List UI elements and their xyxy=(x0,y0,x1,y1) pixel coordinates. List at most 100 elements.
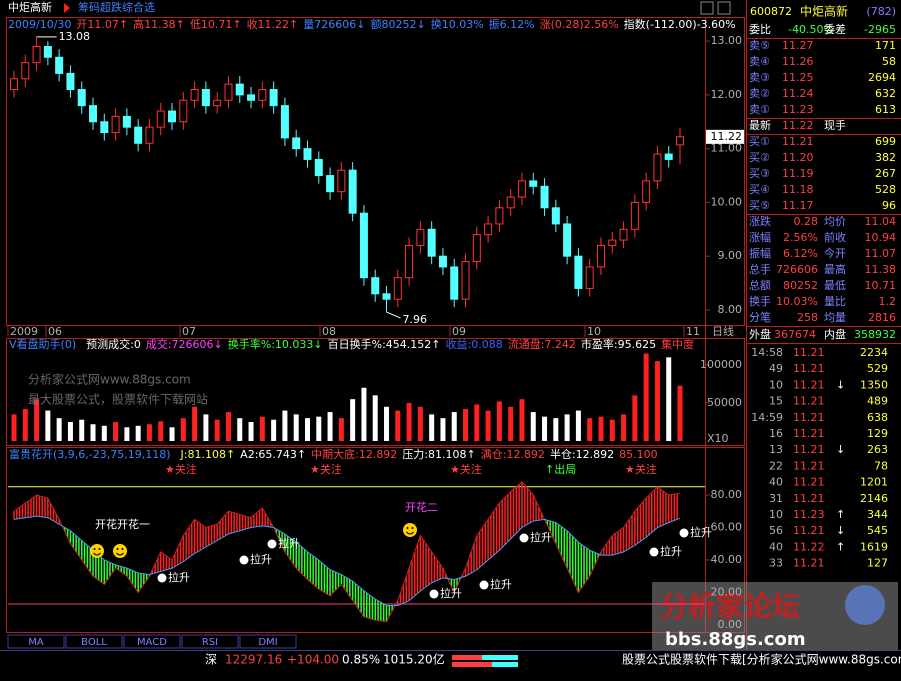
annotation: 拉升 xyxy=(690,525,712,539)
meter xyxy=(492,662,518,667)
quote-cell: 15 xyxy=(769,395,783,408)
watermark-text: 最大股票公式，股票软件下载网站 xyxy=(28,393,208,407)
arrow-icon xyxy=(64,3,70,13)
quote-cell: 涨幅 xyxy=(749,231,771,244)
smiley-eye xyxy=(116,548,119,550)
stat-text: J:81.108↑ xyxy=(180,448,236,461)
annotation: 拉升 xyxy=(168,570,190,584)
indicator-line xyxy=(13,481,681,623)
y-tick-label: 11.00 xyxy=(711,142,743,155)
tab-label: BOLL xyxy=(81,637,107,648)
smiley-eye xyxy=(406,527,409,529)
window-button[interactable] xyxy=(717,1,731,15)
quote-cell: 699 xyxy=(875,135,896,148)
stat-text: 收11.22↑ xyxy=(247,17,299,31)
volume-bar xyxy=(463,409,469,441)
quote-cell: 均量 xyxy=(824,311,846,324)
candle-body xyxy=(156,110,165,128)
dot xyxy=(679,528,689,538)
x-tick-label: 06 xyxy=(48,325,62,338)
tab[interactable] xyxy=(239,634,297,649)
tab[interactable] xyxy=(65,634,123,649)
quote-cell: 11.17 xyxy=(782,199,814,212)
candle-body xyxy=(348,169,357,214)
stat-text: 中期大底:12.892 xyxy=(311,447,397,461)
multiplier: X10 xyxy=(707,432,729,445)
candle-body xyxy=(642,180,651,203)
volume-bar xyxy=(34,399,40,441)
volume-bar xyxy=(101,425,107,441)
candle-body xyxy=(484,223,493,236)
quote-cell: 11.22 xyxy=(782,119,814,132)
candle-body xyxy=(540,185,549,209)
candle-body xyxy=(405,244,414,279)
stat-text: 满仓:12.892 xyxy=(481,447,545,461)
status-meter xyxy=(452,655,518,667)
candle-body xyxy=(517,180,526,198)
quote-cell: 11.23 xyxy=(782,103,814,116)
count: (782) xyxy=(866,5,896,18)
quote-cell: 382 xyxy=(875,151,896,164)
min-pointer xyxy=(386,311,401,319)
candle-body xyxy=(247,94,256,101)
volume-bar xyxy=(553,418,559,441)
watermark-title: 分析家论坛 xyxy=(660,590,800,623)
quote-cell: 委比 xyxy=(749,23,771,36)
volume-bar xyxy=(654,361,660,441)
quote-cell: 11.07 xyxy=(865,247,897,260)
quote-cell: 258 xyxy=(797,311,818,324)
smiley-eye xyxy=(93,548,96,550)
quote-cell: ↓ xyxy=(836,524,845,537)
quote-cell: 638 xyxy=(867,411,888,424)
y-tick-label: 9.00 xyxy=(718,249,743,262)
status-ad: 股票公式股票软件下载[分析家公式网www.88gs.com xyxy=(622,652,901,667)
quote-cell: ↓ xyxy=(836,443,845,456)
candle-body xyxy=(438,255,447,268)
tab[interactable] xyxy=(7,634,65,649)
y-tick-label: 40.00 xyxy=(711,553,743,566)
window-button[interactable] xyxy=(700,1,714,15)
candle-body xyxy=(551,207,560,225)
quote-cell: 11.38 xyxy=(865,263,897,276)
quote-cell: 买④ xyxy=(749,183,770,196)
quote-cell: 卖⑤ xyxy=(749,39,770,52)
smiley xyxy=(113,544,127,558)
quote-cell: 1.2 xyxy=(879,295,897,308)
quote-cell: 11.21 xyxy=(793,476,825,489)
volume-bar xyxy=(384,406,390,441)
stat-text: 百日换手%:454.152↑ xyxy=(328,337,441,351)
quote-cell: 358932 xyxy=(854,328,896,341)
quote-cell: 买⑤ xyxy=(749,199,770,212)
stat-text: 85.100 xyxy=(619,448,658,461)
quote-cell: 最高 xyxy=(824,262,846,276)
quote-cell: 11.21 xyxy=(793,362,825,375)
candle-body xyxy=(224,83,233,101)
tab[interactable] xyxy=(123,634,181,649)
dot xyxy=(239,555,249,565)
volume-bar xyxy=(338,418,344,441)
candle-body xyxy=(506,196,515,209)
quote-cell: 1350 xyxy=(860,378,888,391)
smiley-mouth xyxy=(406,531,414,535)
tab-label: MA xyxy=(28,637,44,648)
quote-cell: 11.24 xyxy=(782,87,814,100)
frames xyxy=(6,0,901,650)
quote-cell: 6.12% xyxy=(783,247,818,260)
status-amount: 1015.20亿 xyxy=(383,652,445,667)
quote-cell: 16 xyxy=(769,427,783,440)
quote-cell: 卖② xyxy=(749,87,770,100)
period: 日线 xyxy=(712,324,734,338)
quote-cell: 涨跌 xyxy=(749,214,771,228)
quote-cell: 726606 xyxy=(776,263,818,276)
candle-body xyxy=(122,115,131,128)
quote-cell: 80252 xyxy=(783,279,818,292)
y-tick-label: 80.00 xyxy=(711,488,743,501)
volume-bar xyxy=(146,424,152,441)
candle-body xyxy=(461,261,470,300)
y-tick-label: 10.00 xyxy=(711,195,743,208)
stock-name: 中炬高新 xyxy=(8,0,52,14)
indicator-frame xyxy=(6,447,745,633)
stat-text: 振6.12% xyxy=(489,17,535,31)
x-tick-label: 08 xyxy=(322,325,336,338)
tab[interactable] xyxy=(181,634,239,649)
